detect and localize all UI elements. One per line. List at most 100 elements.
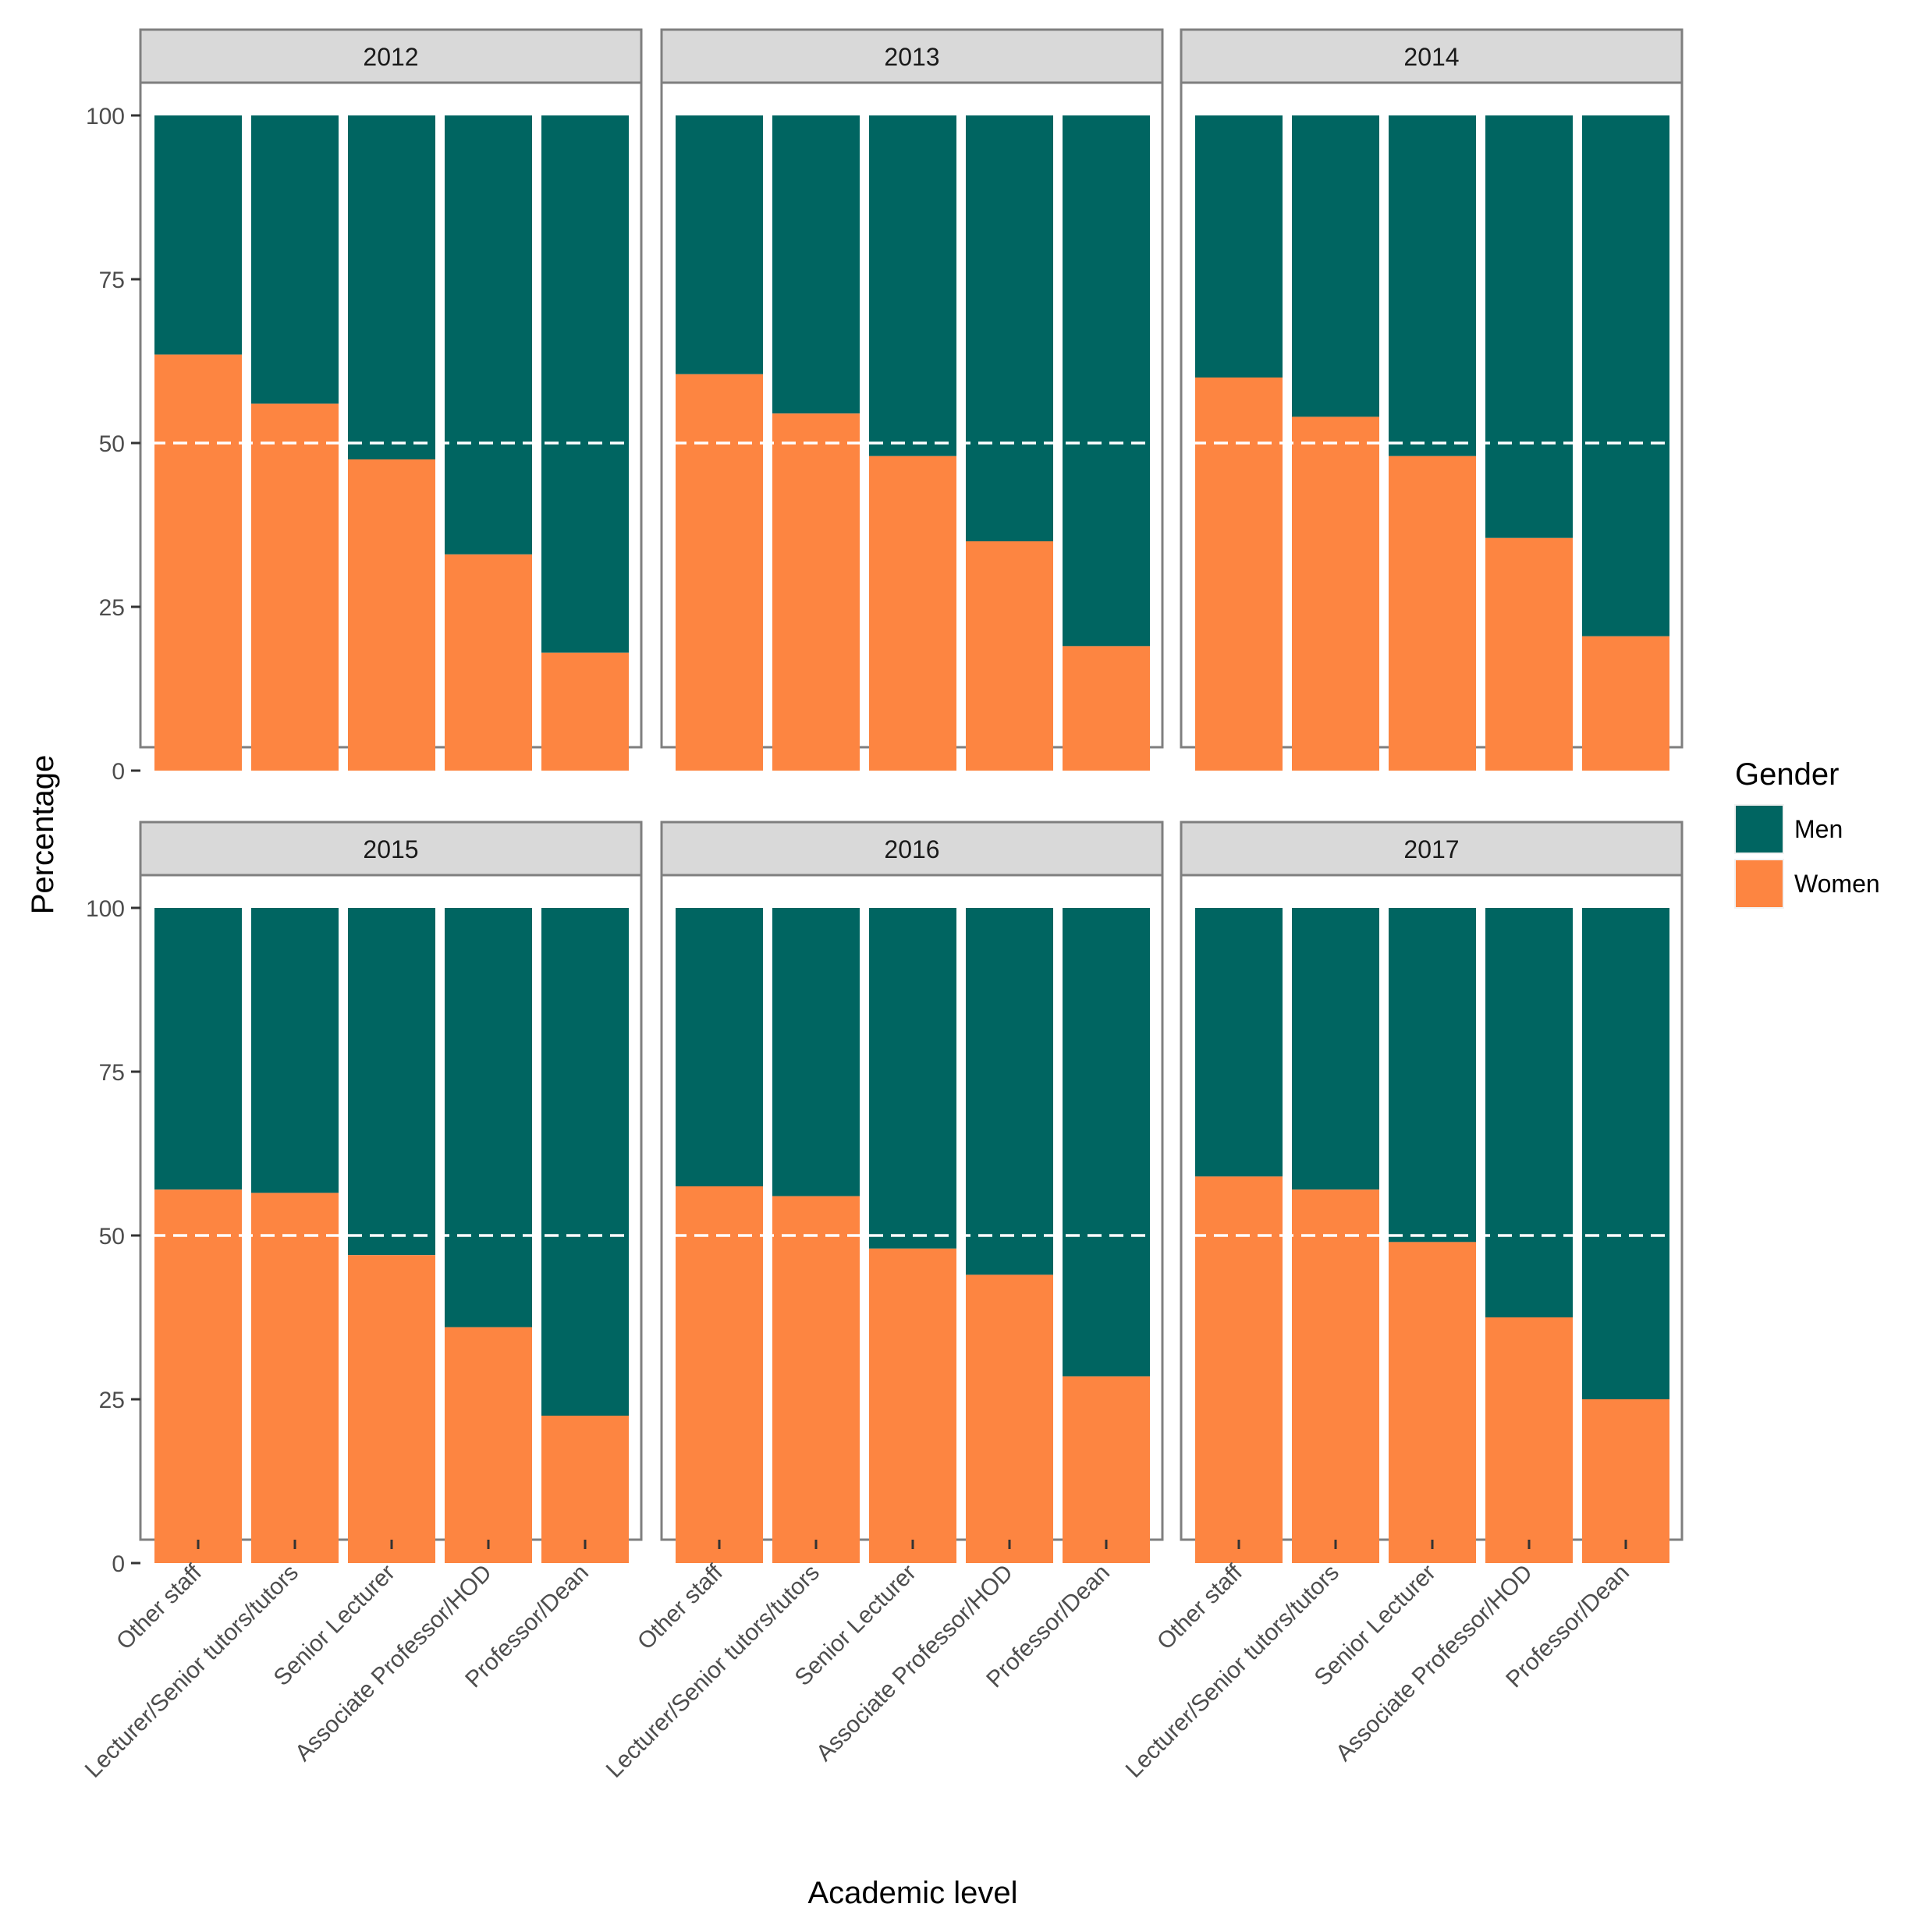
panel-2012: 2012 0 25 50 75 100 xyxy=(86,28,643,785)
y-tick-label: 100 xyxy=(86,896,125,922)
bar-men-associate-professor-hod xyxy=(966,908,1053,1275)
bar-women-other-staff xyxy=(1195,378,1283,771)
bar-men-associate-professor-hod xyxy=(1485,115,1573,538)
bar-men-lecturer-senior-tutors-tutors xyxy=(1292,908,1379,1190)
facet-strip-label: 2014 xyxy=(1403,43,1459,71)
y-tick-label: 50 xyxy=(99,431,125,457)
bar-women-senior-lecturer xyxy=(869,1248,956,1563)
bar-women-associate-professor-hod xyxy=(445,554,532,771)
bar-men-other-staff xyxy=(154,115,242,355)
facet-strip-label: 2016 xyxy=(884,835,939,863)
y-tick-label: 25 xyxy=(99,595,125,621)
bar-men-senior-lecturer xyxy=(869,115,956,456)
x-tick-label-associate-professor-hod: Associate Professor/HOD xyxy=(1331,1560,1538,1767)
bar-men-other-staff xyxy=(154,908,242,1190)
bar-men-senior-lecturer xyxy=(348,908,435,1256)
bar-women-associate-professor-hod xyxy=(966,1274,1053,1563)
x-tick-label-other-staff: Other staff xyxy=(112,1559,207,1654)
bar-women-associate-professor-hod xyxy=(1485,1317,1573,1563)
y-tick-label: 0 xyxy=(112,759,125,785)
bar-women-professor-dean xyxy=(1063,646,1150,771)
y-tick-label: 75 xyxy=(99,1060,125,1086)
panel-2014: 2014 xyxy=(1180,28,1684,771)
bar-men-professor-dean xyxy=(1063,115,1150,647)
bar-men-lecturer-senior-tutors-tutors xyxy=(251,908,339,1193)
bar-women-senior-lecturer xyxy=(1389,456,1476,771)
bar-men-lecturer-senior-tutors-tutors xyxy=(772,115,860,414)
y-tick-label: 0 xyxy=(112,1551,125,1577)
facet-strip xyxy=(660,28,1164,84)
bar-women-lecturer-senior-tutors-tutors xyxy=(772,413,860,771)
bar-men-professor-dean xyxy=(541,115,629,653)
facet-strip xyxy=(660,821,1164,877)
bar-women-associate-professor-hod xyxy=(1485,537,1573,771)
bar-women-lecturer-senior-tutors-tutors xyxy=(251,403,339,771)
bar-women-associate-professor-hod xyxy=(445,1327,532,1563)
bar-men-lecturer-senior-tutors-tutors xyxy=(772,908,860,1196)
bar-men-professor-dean xyxy=(1063,908,1150,1377)
bar-men-senior-lecturer xyxy=(1389,115,1476,456)
bar-women-lecturer-senior-tutors-tutors xyxy=(1292,1189,1379,1563)
panel-2013: 2013 xyxy=(660,28,1164,771)
x-tick-label-associate-professor-hod: Associate Professor/HOD xyxy=(811,1560,1018,1767)
bar-women-senior-lecturer xyxy=(1389,1242,1476,1563)
bar-women-professor-dean xyxy=(541,652,629,771)
bar-men-associate-professor-hod xyxy=(445,115,532,555)
bar-men-senior-lecturer xyxy=(869,908,956,1249)
x-tick-label-other-staff: Other staff xyxy=(1152,1559,1247,1654)
x-axis-title: Academic level xyxy=(807,1876,1017,1910)
legend: Gender Men Women xyxy=(1734,757,1880,909)
bar-women-professor-dean xyxy=(1582,1399,1669,1563)
bar-men-other-staff xyxy=(1195,115,1283,378)
bar-men-senior-lecturer xyxy=(1389,908,1476,1243)
bar-women-professor-dean xyxy=(1063,1376,1150,1563)
bar-men-professor-dean xyxy=(541,908,629,1416)
bar-women-senior-lecturer xyxy=(348,1255,435,1563)
facet-panels: 2012 0 25 50 75 100 2013 2014 2015 0 25 50 75 100 Othe… xyxy=(80,28,1684,1783)
bar-men-associate-professor-hod xyxy=(445,908,532,1328)
y-tick-label: 100 xyxy=(86,104,125,129)
legend-key-women xyxy=(1734,859,1784,909)
facet-strip-label: 2017 xyxy=(1403,835,1459,863)
facet-strip-label: 2012 xyxy=(363,43,418,71)
bar-men-other-staff xyxy=(676,115,763,374)
facet-strip xyxy=(1180,28,1684,84)
bar-women-other-staff xyxy=(676,1186,763,1563)
bar-men-professor-dean xyxy=(1582,115,1669,636)
bar-women-professor-dean xyxy=(1582,636,1669,771)
x-tick-label-associate-professor-hod: Associate Professor/HOD xyxy=(290,1560,497,1767)
bar-women-other-staff xyxy=(154,1189,242,1563)
y-tick-label: 75 xyxy=(99,268,125,293)
bar-women-other-staff xyxy=(676,374,763,771)
facet-strip xyxy=(1180,821,1684,877)
bar-women-senior-lecturer xyxy=(869,456,956,771)
facet-strip-label: 2013 xyxy=(884,43,939,71)
bar-women-professor-dean xyxy=(541,1416,629,1563)
legend-title: Gender xyxy=(1735,757,1839,792)
x-tick-label-other-staff: Other staff xyxy=(633,1559,728,1654)
bar-women-associate-professor-hod xyxy=(966,541,1053,771)
bar-men-lecturer-senior-tutors-tutors xyxy=(251,115,339,404)
bar-women-lecturer-senior-tutors-tutors xyxy=(251,1193,339,1563)
bar-women-senior-lecturer xyxy=(348,459,435,771)
bar-men-lecturer-senior-tutors-tutors xyxy=(1292,115,1379,417)
legend-label-women: Women xyxy=(1794,870,1880,898)
bar-women-lecturer-senior-tutors-tutors xyxy=(772,1196,860,1563)
bar-women-other-staff xyxy=(154,354,242,771)
y-tick-label: 25 xyxy=(99,1388,125,1413)
bar-men-senior-lecturer xyxy=(348,115,435,459)
bar-men-other-staff xyxy=(676,908,763,1186)
bar-men-other-staff xyxy=(1195,908,1283,1177)
legend-label-men: Men xyxy=(1794,815,1843,843)
bar-men-associate-professor-hod xyxy=(966,115,1053,541)
facet-strip-label: 2015 xyxy=(363,835,418,863)
bar-women-lecturer-senior-tutors-tutors xyxy=(1292,417,1379,771)
y-tick-label: 50 xyxy=(99,1224,125,1250)
y-axis-title: Percentage xyxy=(26,755,60,915)
bar-women-other-staff xyxy=(1195,1176,1283,1563)
